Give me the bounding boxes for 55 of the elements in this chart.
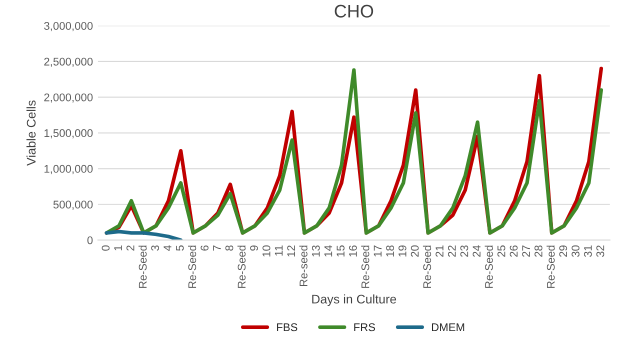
x-tick-label: 28 (534, 245, 542, 257)
x-tick-label: 19 (398, 245, 406, 256)
x-tick-label: 9 (250, 245, 258, 251)
x-tick-label: Re-Seed (422, 246, 432, 288)
x-tick-label: 6 (200, 245, 209, 251)
x-tick-label: 22 (448, 246, 456, 257)
x-tick-label: 10 (262, 245, 270, 256)
y-axis-title: Viable Cells (26, 100, 36, 166)
x-tick-label: 26 (510, 245, 518, 257)
y-tick-label: 3,000,000 (44, 22, 93, 32)
x-tick-label: 23 (460, 245, 468, 257)
x-tick-label: 16 (349, 245, 357, 256)
x-axis-title: Days in Culture (312, 294, 396, 306)
line-series (104, 230, 183, 240)
x-tick-label: 7 (213, 246, 221, 251)
x-tick-label: 24 (472, 245, 480, 257)
x-tick-label: Re-Seed (546, 246, 555, 288)
x-tick-label: 13 (312, 245, 320, 256)
x-tick-label: 4 (164, 245, 172, 251)
x-tick-label: 14 (324, 245, 332, 256)
x-tick-label: 15 (336, 245, 345, 256)
y-tick-label: 2,500,000 (44, 58, 93, 67)
y-tick-label: 500,000 (53, 200, 93, 210)
legend-label: DMEM (432, 323, 464, 332)
x-tick-label: Re-Seed (361, 246, 370, 288)
x-tick-label: 18 (386, 245, 394, 256)
x-tick-label: 29 (559, 245, 568, 257)
x-tick-label: 3 (151, 245, 160, 251)
x-tick-label: Re-Seed (188, 246, 196, 288)
x-tick-label: 20 (410, 245, 419, 257)
x-tick-label: 0 (102, 245, 110, 251)
x-tick-label: 25 (497, 245, 506, 257)
legend-label: FRS (354, 323, 376, 332)
x-tick-label: Re-Seed (237, 246, 246, 288)
x-tick-label: 30 (572, 245, 580, 257)
x-tick-label: 8 (225, 245, 234, 251)
x-tick-label: 5 (176, 245, 184, 251)
y-tick-label: 1,000,000 (44, 164, 93, 174)
x-tick-label: Re-Seed (484, 246, 493, 288)
x-tick-label: 21 (436, 246, 444, 257)
x-tick-label: 17 (374, 246, 382, 256)
x-tick-label: 32 (596, 246, 604, 257)
x-tick-label: Re-Seed (138, 246, 147, 288)
legend-label: FBS (277, 323, 298, 332)
chart-title: CHO (334, 4, 374, 18)
x-tick-label: 1 (114, 246, 122, 250)
x-tick-label: 12 (287, 246, 295, 256)
x-tick-label: 11 (274, 246, 283, 256)
x-tick-label: 31 (584, 246, 592, 257)
x-tick-label: Re-seed (299, 246, 308, 286)
y-tick-label: 2,000,000 (44, 93, 93, 103)
x-tick-label: 2 (126, 246, 134, 251)
y-tick-label: 1,500,000 (44, 129, 93, 138)
x-tick-label: 27 (522, 246, 530, 257)
y-tick-label: 0 (87, 236, 93, 244)
